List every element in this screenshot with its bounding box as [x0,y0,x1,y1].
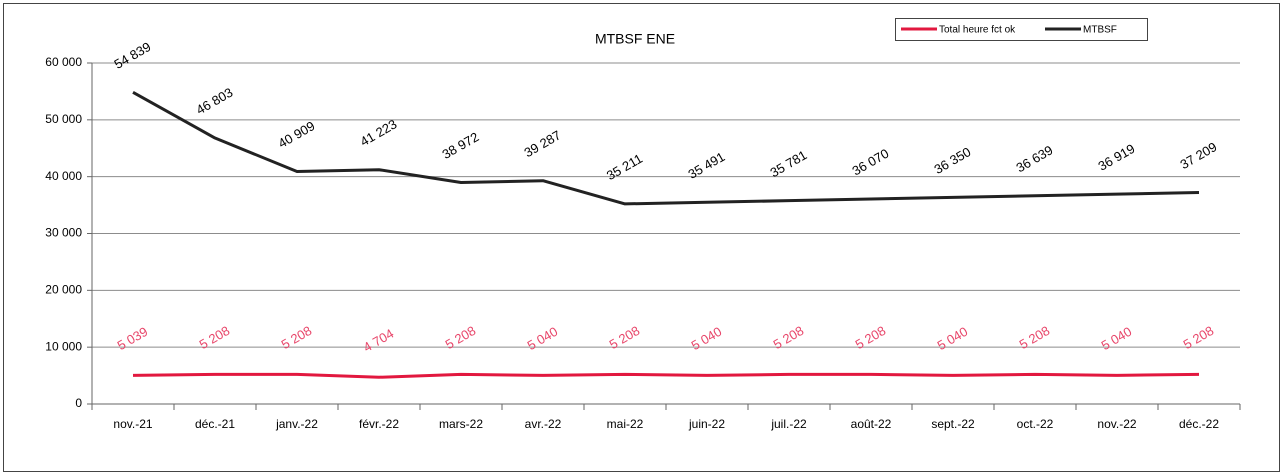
x-tick-label: oct.-22 [1017,417,1054,431]
y-tick-label: 0 [75,396,82,410]
x-tick-label: mars-22 [439,417,483,431]
x-tick-label: nov.-22 [1097,417,1136,431]
x-tick-label: déc.-21 [195,417,235,431]
x-tick-label: nov.-21 [113,417,152,431]
x-tick-label: sept.-22 [931,417,975,431]
y-tick-label: 50 000 [45,112,82,126]
series-line [132,372,1200,379]
chart-border [3,3,1280,472]
x-tick-label: août-22 [851,417,892,431]
y-tick-label: 30 000 [45,226,82,240]
x-tick-label: juil.-22 [770,417,807,431]
legend-box [895,18,1148,41]
legend-label: Total heure fct ok [939,25,1016,36]
x-tick-label: déc.-22 [1179,417,1219,431]
y-tick-label: 40 000 [45,169,82,183]
series-line [132,91,1200,206]
legend-label: MTBSF [1083,25,1117,36]
x-tick-label: avr.-22 [525,417,562,431]
x-tick-label: févr.-22 [359,417,399,431]
x-tick-label: mai-22 [607,417,644,431]
x-tick-label: janv.-22 [275,417,318,431]
y-tick-label: 20 000 [45,283,82,297]
y-tick-label: 10 000 [45,339,82,353]
x-tick-label: juin-22 [688,417,725,431]
y-tick-label: 60 000 [45,55,82,69]
chart-title: MTBSF ENE [595,31,675,47]
